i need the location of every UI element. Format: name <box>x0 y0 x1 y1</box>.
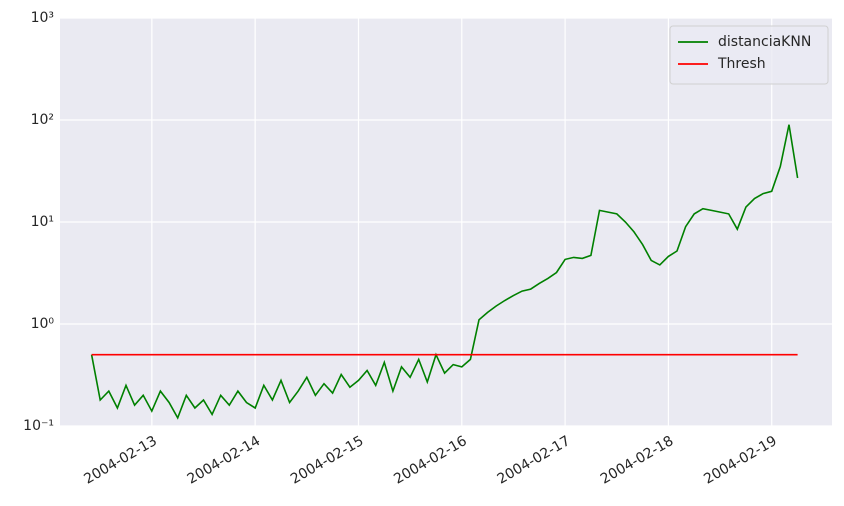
x-tick-label: 2004-02-13 <box>81 433 159 488</box>
x-tick-label: 2004-02-18 <box>598 433 676 488</box>
x-tick-label: 2004-02-17 <box>495 433 573 488</box>
y-tick-label: 10⁻¹ <box>23 418 54 434</box>
x-tick-label: 2004-02-14 <box>185 433 264 488</box>
x-tick-label: 2004-02-15 <box>288 433 366 488</box>
legend-label: Thresh <box>717 56 766 72</box>
x-tick-label: 2004-02-19 <box>701 433 779 488</box>
legend-box <box>669 25 829 85</box>
legend-label: distanciaKNN <box>718 34 811 50</box>
y-tick-label: 10⁰ <box>31 316 55 332</box>
data-line <box>90 124 799 420</box>
y-tick-label: 10³ <box>31 10 54 26</box>
x-tick-label: 2004-02-16 <box>391 433 470 488</box>
y-tick-label: 10² <box>31 112 54 128</box>
y-tick-label: 10¹ <box>31 214 54 230</box>
